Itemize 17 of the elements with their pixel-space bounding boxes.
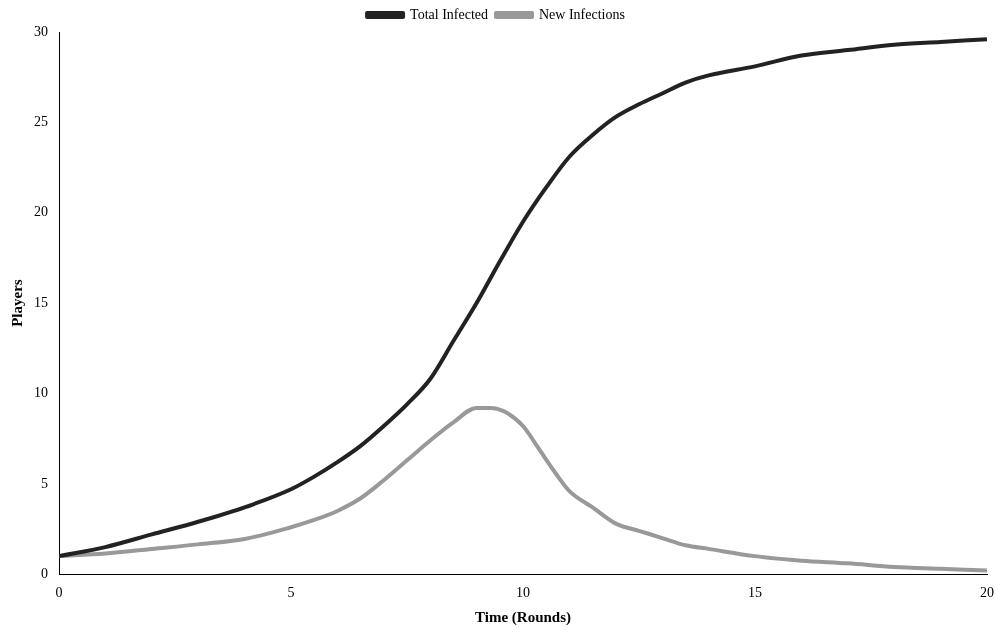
legend-label: New Infections: [539, 6, 625, 22]
x-tick-label: 10: [516, 585, 530, 601]
y-tick-label: 25: [34, 114, 48, 130]
y-tick-label: 10: [34, 385, 48, 401]
y-tick-label: 0: [41, 565, 48, 581]
y-tick-label: 15: [34, 294, 48, 310]
x-tick-label: 0: [55, 585, 63, 601]
x-tick-label: 20: [980, 585, 994, 601]
x-axis-title: Time (Rounds): [475, 608, 571, 626]
y-tick-label: 20: [34, 204, 48, 220]
y-axis-title: Players: [8, 279, 25, 327]
legend-label: Total Infected: [410, 6, 489, 22]
line-series: [59, 37, 987, 559]
x-tick-label: 5: [287, 585, 295, 601]
y-tick-label: 30: [34, 23, 48, 39]
y-tick-label: 5: [41, 475, 48, 491]
x-tick-label: 15: [748, 585, 762, 601]
